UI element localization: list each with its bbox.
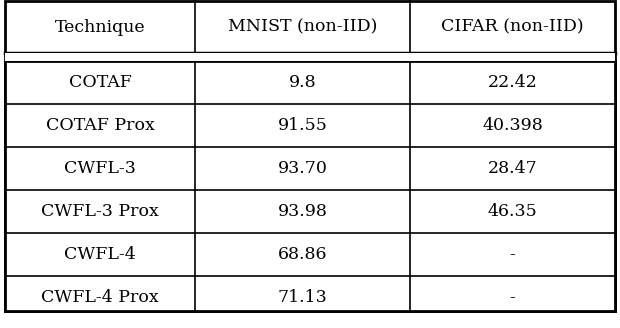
Text: -: -	[510, 289, 515, 306]
Text: 28.47: 28.47	[487, 160, 538, 177]
Text: 9.8: 9.8	[289, 74, 316, 91]
Text: 91.55: 91.55	[278, 117, 327, 134]
Bar	[5, 53, 615, 61]
Text: 93.98: 93.98	[278, 203, 327, 220]
Text: 93.70: 93.70	[278, 160, 327, 177]
Text: 22.42: 22.42	[487, 74, 538, 91]
Text: CWFL-4 Prox: CWFL-4 Prox	[41, 289, 159, 306]
Text: 40.398: 40.398	[482, 117, 543, 134]
Text: CWFL-3 Prox: CWFL-3 Prox	[41, 203, 159, 220]
Text: CIFAR (non-IID): CIFAR (non-IID)	[441, 18, 584, 35]
Text: CWFL-3: CWFL-3	[64, 160, 136, 177]
Text: 71.13: 71.13	[278, 289, 327, 306]
Bar	[5, 61, 615, 311]
Text: Technique: Technique	[55, 18, 145, 35]
Text: 68.86: 68.86	[278, 246, 327, 263]
Text: CWFL-4: CWFL-4	[64, 246, 136, 263]
Text: MNIST (non-IID): MNIST (non-IID)	[228, 18, 377, 35]
Text: COTAF: COTAF	[69, 74, 131, 91]
Text: -: -	[510, 246, 515, 263]
Text: 46.35: 46.35	[487, 203, 538, 220]
Text: COTAF Prox: COTAF Prox	[46, 117, 154, 134]
